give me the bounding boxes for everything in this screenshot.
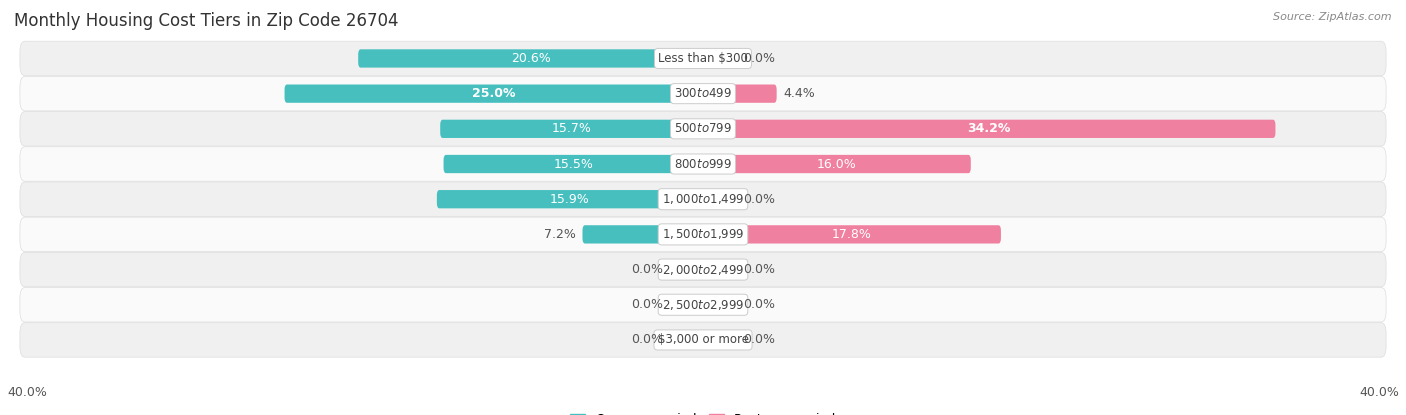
FancyBboxPatch shape	[703, 85, 776, 103]
Text: 16.0%: 16.0%	[817, 158, 856, 171]
Text: Less than $300: Less than $300	[658, 52, 748, 65]
FancyBboxPatch shape	[284, 85, 703, 103]
Text: 15.5%: 15.5%	[554, 158, 593, 171]
Text: 15.7%: 15.7%	[551, 122, 592, 135]
Text: 15.9%: 15.9%	[550, 193, 589, 206]
Text: $300 to $499: $300 to $499	[673, 87, 733, 100]
Text: $800 to $999: $800 to $999	[673, 158, 733, 171]
Text: $1,500 to $1,999: $1,500 to $1,999	[662, 227, 744, 242]
FancyBboxPatch shape	[20, 323, 1386, 357]
Text: $500 to $799: $500 to $799	[673, 122, 733, 135]
FancyBboxPatch shape	[437, 190, 703, 208]
Text: $1,000 to $1,499: $1,000 to $1,499	[662, 192, 744, 206]
FancyBboxPatch shape	[359, 49, 703, 68]
Text: 17.8%: 17.8%	[832, 228, 872, 241]
FancyBboxPatch shape	[20, 112, 1386, 146]
FancyBboxPatch shape	[20, 41, 1386, 76]
FancyBboxPatch shape	[20, 288, 1386, 322]
FancyBboxPatch shape	[443, 155, 703, 173]
Legend: Owner-occupied, Renter-occupied: Owner-occupied, Renter-occupied	[569, 413, 837, 415]
FancyBboxPatch shape	[703, 331, 737, 349]
Text: 40.0%: 40.0%	[7, 386, 46, 399]
Text: $2,000 to $2,499: $2,000 to $2,499	[662, 263, 744, 276]
FancyBboxPatch shape	[20, 147, 1386, 181]
Text: 20.6%: 20.6%	[510, 52, 551, 65]
FancyBboxPatch shape	[440, 120, 703, 138]
FancyBboxPatch shape	[669, 261, 703, 279]
Text: Monthly Housing Cost Tiers in Zip Code 26704: Monthly Housing Cost Tiers in Zip Code 2…	[14, 12, 398, 30]
FancyBboxPatch shape	[20, 252, 1386, 287]
FancyBboxPatch shape	[703, 261, 737, 279]
Text: $2,500 to $2,999: $2,500 to $2,999	[662, 298, 744, 312]
Text: 40.0%: 40.0%	[1360, 386, 1399, 399]
FancyBboxPatch shape	[20, 76, 1386, 111]
FancyBboxPatch shape	[703, 295, 737, 314]
FancyBboxPatch shape	[703, 155, 970, 173]
Text: 34.2%: 34.2%	[967, 122, 1011, 135]
FancyBboxPatch shape	[703, 49, 737, 68]
FancyBboxPatch shape	[582, 225, 703, 244]
Text: 0.0%: 0.0%	[631, 333, 662, 347]
FancyBboxPatch shape	[20, 217, 1386, 251]
FancyBboxPatch shape	[669, 295, 703, 314]
FancyBboxPatch shape	[703, 120, 1275, 138]
Text: Source: ZipAtlas.com: Source: ZipAtlas.com	[1274, 12, 1392, 22]
Text: 0.0%: 0.0%	[744, 52, 775, 65]
Text: 0.0%: 0.0%	[631, 298, 662, 311]
FancyBboxPatch shape	[20, 182, 1386, 217]
Text: 0.0%: 0.0%	[631, 263, 662, 276]
Text: 0.0%: 0.0%	[744, 298, 775, 311]
Text: 25.0%: 25.0%	[472, 87, 516, 100]
Text: 4.4%: 4.4%	[783, 87, 815, 100]
Text: 0.0%: 0.0%	[744, 263, 775, 276]
FancyBboxPatch shape	[703, 190, 737, 208]
Text: $3,000 or more: $3,000 or more	[658, 333, 748, 347]
FancyBboxPatch shape	[703, 225, 1001, 244]
Text: 7.2%: 7.2%	[544, 228, 576, 241]
Text: 0.0%: 0.0%	[744, 193, 775, 206]
Text: 0.0%: 0.0%	[744, 333, 775, 347]
FancyBboxPatch shape	[669, 331, 703, 349]
